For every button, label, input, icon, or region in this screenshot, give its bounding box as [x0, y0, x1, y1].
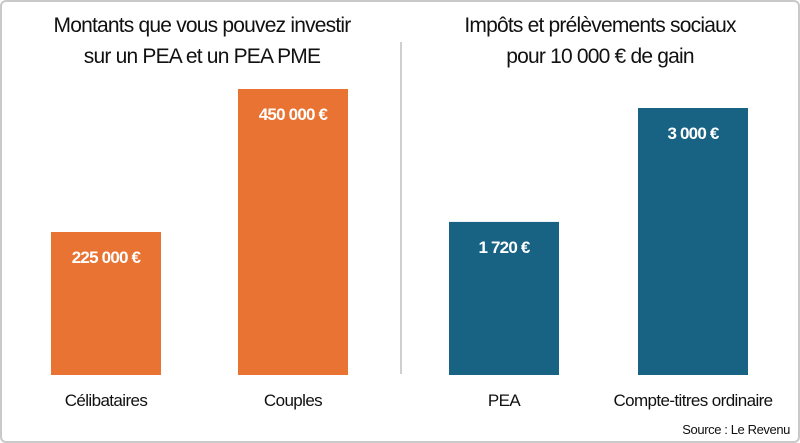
left-title-line-2: sur un PEA et un PEA PME — [83, 45, 321, 68]
right-chart-title: Impôts et prélèvements sociaux pour 10 0… — [400, 10, 798, 72]
category-label: Couples — [264, 391, 322, 410]
bar-compte-titres-ordinaire — [638, 108, 748, 375]
data-label: 3 000 € — [667, 124, 719, 143]
right-title-line-1: Impôts et prélèvements sociaux — [464, 14, 736, 37]
category-label: PEA — [488, 391, 521, 410]
right-title-line-2: pour 10 000 € de gain — [506, 45, 694, 68]
data-label: 225 000 € — [72, 248, 142, 267]
bar-c-libataires — [51, 232, 161, 375]
category-label: Compte-titres ordinaire — [613, 391, 772, 410]
bar-couples — [238, 89, 348, 375]
divider — [400, 42, 402, 374]
bar-pea — [449, 221, 559, 375]
data-label: 450 000 € — [259, 105, 329, 124]
source-note: Source : Le Revenu — [682, 422, 790, 437]
category-label: Célibataires — [65, 391, 148, 410]
left-chart-title: Montants que vous pouvez investir sur un… — [2, 10, 402, 72]
left-title-line-1: Montants que vous pouvez investir — [53, 14, 352, 37]
data-label: 1 720 € — [478, 238, 530, 257]
